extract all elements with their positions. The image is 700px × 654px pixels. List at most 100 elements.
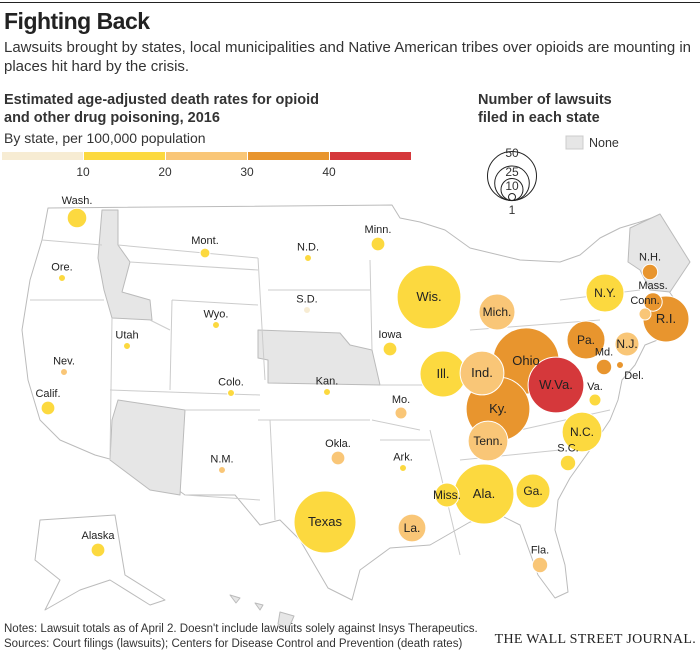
state-bubble (434, 482, 460, 508)
state-bubble (559, 454, 577, 472)
color-legend-subheading: By state, per 100,000 population (4, 130, 206, 146)
state-label: Ohio (512, 353, 539, 368)
color-scale-tick: 30 (240, 165, 254, 179)
state-label: Ga. (523, 484, 542, 498)
state-bubble (527, 356, 585, 414)
state-label: Ky. (489, 401, 507, 416)
state-label: Del. (624, 370, 644, 382)
state-bubble (58, 274, 66, 282)
state-bubble (467, 420, 509, 462)
state-label: Alaska (81, 530, 115, 542)
size-legend-label-25: 25 (505, 165, 519, 179)
state-label: Ark. (393, 452, 413, 464)
state-bubble (123, 342, 131, 350)
state-label: Pa. (577, 333, 595, 347)
state-bubble (382, 341, 398, 357)
lawsuit-bubbles: Ohio Wis. Ky. Texas Ala. W.Va. Ill. R.I. Ind. Ten… (35, 195, 690, 574)
state-bubble (394, 406, 408, 420)
size-legend-circle-1 (508, 193, 516, 201)
color-scale-tick: 10 (76, 165, 90, 179)
state-label: R.I. (656, 311, 676, 326)
state-label: Mass. (638, 280, 667, 292)
state-label: N.D. (297, 242, 319, 254)
state-bubble (303, 306, 311, 314)
state-label: Md. (595, 346, 613, 358)
state-label: N.M. (210, 454, 233, 466)
none-label: None (589, 136, 619, 150)
color-scale-swatch (166, 152, 247, 160)
state-label: Fla. (531, 544, 549, 556)
state-bubble (595, 358, 613, 376)
state-label: Colo. (218, 377, 244, 389)
state-label: N.H. (639, 251, 661, 263)
state-label: Tenn. (473, 434, 502, 448)
state-alaska (34, 514, 166, 611)
notes-text: Notes: Lawsuit totals as of April 2. Doe… (4, 623, 478, 635)
state-label: Miss. (433, 488, 461, 502)
state-label: Wash. (62, 195, 93, 207)
state-bubble (585, 273, 625, 313)
state-label: Iowa (378, 329, 402, 341)
state-label: Kan. (316, 376, 339, 388)
state-label: W.Va. (539, 377, 573, 392)
top-rule (0, 2, 700, 3)
state-label: Mich. (483, 305, 512, 319)
color-scale-bar: 10 20 30 40 (2, 152, 411, 179)
state-arizona (109, 399, 186, 496)
state-label: Ind. (471, 365, 493, 380)
state-bubble (370, 236, 386, 252)
state-bubble (515, 473, 551, 509)
state-label: S.D. (296, 294, 317, 306)
state-bubble (227, 389, 235, 397)
state-bubble (638, 307, 652, 321)
state-label: La. (404, 521, 421, 535)
state-label: Mo. (392, 394, 410, 406)
state-label: Okla. (325, 438, 351, 450)
color-scale-swatch (84, 152, 165, 160)
state-bubble (399, 464, 407, 472)
size-legend-heading: Number of lawsuits filed in each state (478, 92, 612, 126)
state-label: N.J. (616, 337, 637, 351)
state-bubble (397, 513, 427, 543)
state-label: N.C. (570, 425, 594, 439)
none-swatch (565, 135, 584, 150)
state-label: S.C. (557, 442, 578, 454)
state-bubble (90, 542, 106, 558)
state-label: N.Y. (594, 286, 616, 300)
state-bubble (293, 490, 357, 554)
color-scale-tick: 20 (158, 165, 172, 179)
state-label: Calif. (35, 388, 60, 400)
state-hawaii (229, 594, 295, 631)
state-bubble (561, 411, 603, 453)
state-bubble (218, 466, 226, 474)
state-label: Ill. (437, 366, 450, 381)
state-bubble (616, 361, 624, 369)
state-label: Nev. (53, 356, 75, 368)
size-legend-label-50: 50 (505, 146, 519, 160)
state-bubble (199, 247, 211, 259)
color-legend-heading: Estimated age-adjusted death rates for o… (4, 92, 320, 126)
color-scale-tick: 40 (322, 165, 336, 179)
state-label: Ore. (51, 262, 72, 274)
state-label: Wis. (416, 289, 441, 304)
state-bubble (588, 393, 602, 407)
size-legend-label-1: 1 (509, 203, 516, 217)
wsj-logo: THE WALL STREET JOURNAL. (494, 632, 696, 647)
state-label: Texas (308, 514, 342, 529)
state-borders (30, 239, 641, 556)
state-bubble (459, 350, 505, 396)
state-bubble (641, 263, 659, 281)
footnotes: Notes: Lawsuit totals as of April 2. Doe… (4, 622, 478, 652)
state-bubble (566, 320, 606, 360)
color-scale-swatch (248, 152, 329, 160)
state-label: Minn. (365, 224, 392, 236)
state-bubble (40, 400, 56, 416)
state-bubble (478, 293, 516, 331)
size-legend-label-10: 10 (505, 179, 519, 193)
state-bubble (396, 264, 462, 330)
state-label: Va. (587, 381, 603, 393)
color-scale-swatch (330, 152, 411, 160)
state-label: Mont. (191, 235, 219, 247)
